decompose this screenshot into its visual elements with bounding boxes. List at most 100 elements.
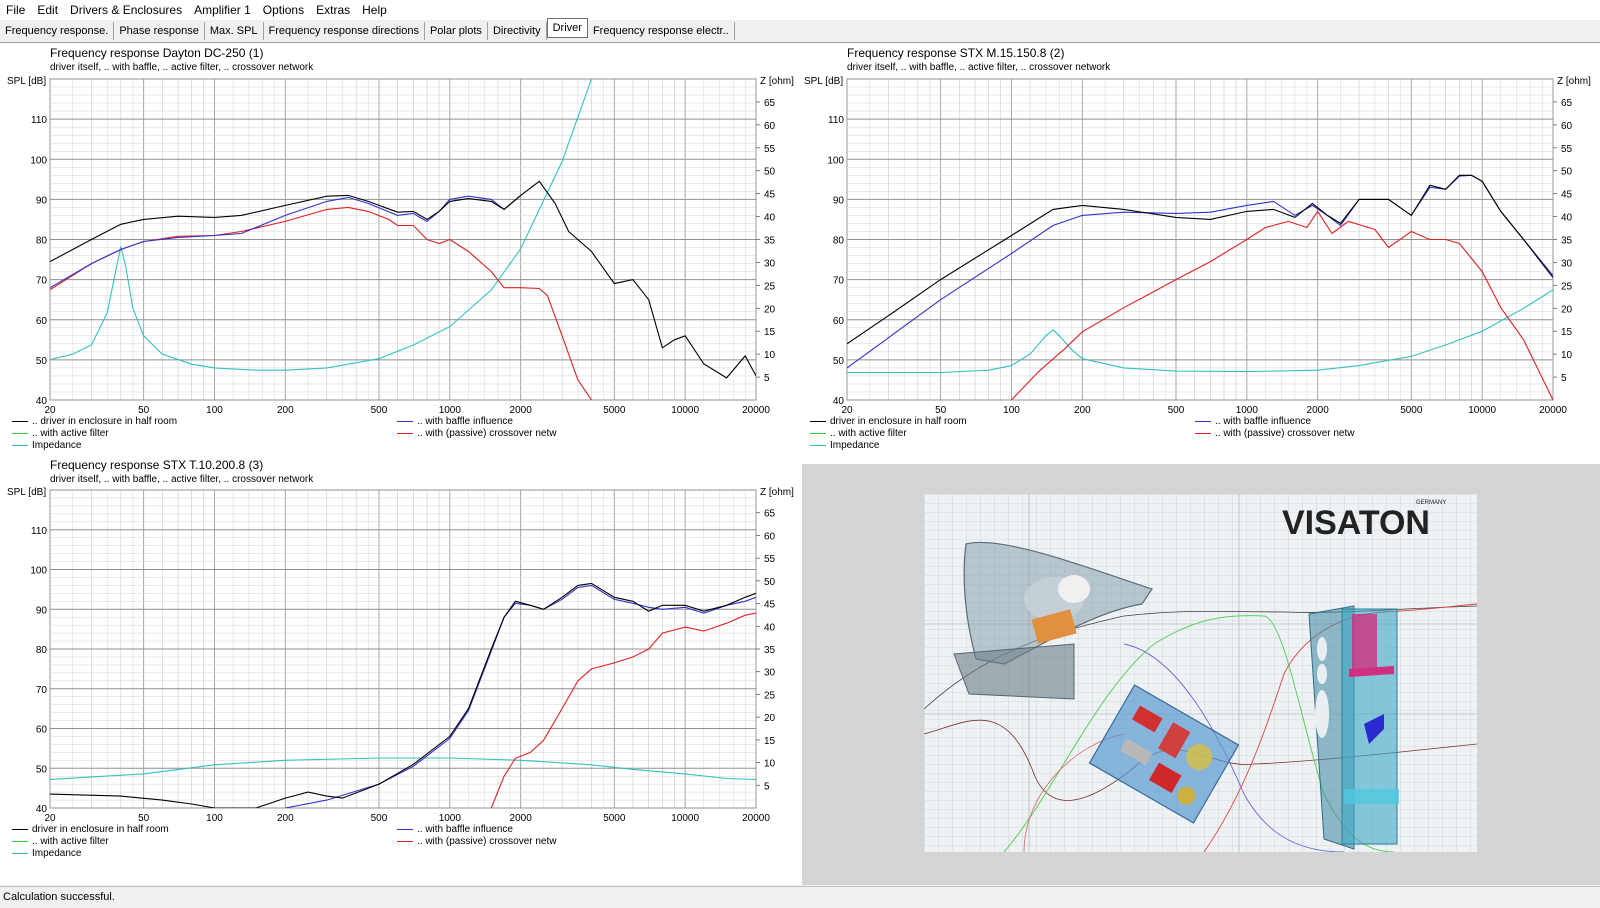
- y2-tick-label: 40: [764, 622, 776, 633]
- y-tick-label: 50: [833, 356, 845, 367]
- menu-item-help[interactable]: Help: [362, 3, 387, 17]
- y2-tick-label: 20: [1561, 304, 1573, 315]
- y2-tick-label: 5: [764, 781, 770, 792]
- legend-swatch: [810, 421, 826, 422]
- y2-tick-label: 10: [1561, 350, 1573, 361]
- y-tick-label: 60: [833, 316, 845, 327]
- x-tick-label: 50: [138, 405, 150, 416]
- y-tick-label: 90: [36, 195, 48, 206]
- legend-label: Impedance: [32, 848, 82, 859]
- tab-polar-plots[interactable]: Polar plots: [425, 22, 488, 40]
- gridlines: [846, 78, 1554, 401]
- y2-tick-label: 25: [764, 281, 776, 292]
- legend-entry: .. with baffle influence: [397, 824, 513, 835]
- legend-entry: .. with baffle influence: [397, 416, 513, 427]
- y2-tick-label: 10: [764, 350, 776, 361]
- y-tick-label: 60: [36, 316, 48, 327]
- tab-max-spl[interactable]: Max. SPL: [205, 22, 264, 40]
- tab-driver[interactable]: Driver: [546, 18, 588, 38]
- chart-subtitle: driver itself, .. with baffle, .. active…: [50, 62, 314, 73]
- y2-tick-label: 45: [764, 190, 776, 201]
- y2-tick-label: 20: [764, 713, 776, 724]
- y2-tick-label: 60: [764, 531, 776, 542]
- x-tick-label: 500: [371, 813, 388, 824]
- y2-tick-label: 40: [1561, 213, 1573, 224]
- x-tick-label: 20: [841, 405, 853, 416]
- y2-tick-label: 5: [764, 373, 770, 384]
- x-tick-label: 100: [206, 813, 223, 824]
- menu-item-extras[interactable]: Extras: [316, 3, 351, 17]
- chart-title: Frequency response Dayton DC-250 (1): [50, 46, 264, 60]
- y-axis-label: SPL [dB]: [7, 76, 47, 87]
- gridlines: [49, 78, 757, 401]
- legend-label: .. with (passive) crossover netw: [417, 836, 557, 847]
- series-driver-in-enclosure-in-half-room: [50, 582, 756, 808]
- x-tick-label: 10000: [1468, 405, 1496, 416]
- tab-frequency-response-electr[interactable]: Frequency response electr..: [588, 22, 735, 40]
- tab-phase-response[interactable]: Phase response: [114, 22, 205, 40]
- x-tick-label: 5000: [1400, 405, 1423, 416]
- series-with-passive-crossover-netw: [50, 206, 592, 400]
- series-with-passive-crossover-netw: [490, 612, 756, 808]
- status-bar: Calculation successful.: [0, 886, 1600, 908]
- x-tick-label: 20000: [742, 405, 770, 416]
- y-tick-label: 70: [36, 276, 48, 287]
- y2-tick-label: 20: [764, 304, 776, 315]
- menu-item-edit[interactable]: Edit: [37, 3, 59, 17]
- y-tick-label: 70: [36, 685, 48, 696]
- y-tick-label: 100: [30, 155, 47, 166]
- y2-tick-label: 50: [1561, 167, 1573, 178]
- chart-subtitle: driver itself, .. with baffle, .. active…: [847, 62, 1111, 73]
- legend-swatch: [12, 445, 28, 446]
- x-tick-label: 2000: [1307, 405, 1330, 416]
- menu-item-amplifier-1[interactable]: Amplifier 1: [194, 3, 251, 17]
- x-tick-label: 10000: [671, 405, 699, 416]
- x-tick-label: 1000: [439, 405, 462, 416]
- y2-tick-label: 10: [764, 759, 776, 770]
- tab-frequency-response[interactable]: Frequency response.: [0, 22, 115, 40]
- x-tick-label: 5000: [603, 813, 626, 824]
- y2-tick-label: 25: [1561, 281, 1573, 292]
- chart-panel-stx-m15: Frequency response STX M.15.150.8 (2) dri…: [784, 43, 1600, 455]
- tab-directivity[interactable]: Directivity: [488, 22, 547, 40]
- tab-frequency-response-directions[interactable]: Frequency response directions: [264, 22, 425, 40]
- legend-swatch: [12, 853, 28, 854]
- y2-tick-label: 45: [764, 600, 776, 611]
- y-tick-label: 80: [36, 645, 48, 656]
- y2-tick-label: 50: [764, 577, 776, 588]
- chart-panel-stx-t10: Frequency response STX T.10.200.8 (3) dri…: [0, 455, 794, 885]
- legend-label: Impedance: [830, 440, 880, 451]
- chart-title: Frequency response STX T.10.200.8 (3): [50, 458, 264, 472]
- menu-item-drivers-enclosures[interactable]: Drivers & Enclosures: [70, 3, 183, 17]
- legend-entry: .. driver in enclosure in half room: [12, 416, 177, 427]
- legend-swatch: [12, 433, 28, 434]
- menu-item-options[interactable]: Options: [262, 3, 305, 17]
- x-tick-label: 500: [371, 405, 388, 416]
- x-tick-label: 50: [935, 405, 947, 416]
- visaton-image-area: VISATON GERMANY: [802, 464, 1600, 885]
- legend-label: .. with active filter: [32, 836, 109, 847]
- chart-subtitle: driver itself, .. with baffle, .. active…: [50, 474, 314, 485]
- y2-axis-label: Z [ohm]: [760, 76, 794, 87]
- legend-swatch: [12, 829, 28, 830]
- legend-swatch: [810, 433, 826, 434]
- legend-entry: Impedance: [12, 440, 81, 451]
- legend-entry: .. with (passive) crossover netw: [397, 836, 557, 847]
- x-tick-label: 20000: [1539, 405, 1567, 416]
- menu-item-file[interactable]: File: [6, 3, 26, 17]
- x-tick-label: 20: [44, 405, 56, 416]
- y2-tick-label: 60: [764, 121, 776, 132]
- enclosure-graphic: [1308, 605, 1399, 850]
- y-tick-label: 40: [36, 396, 48, 407]
- series-with-passive-crossover-netw: [1011, 210, 1553, 400]
- legend-entry: .. with (passive) crossover netw: [397, 428, 557, 439]
- y-tick-label: 90: [833, 195, 845, 206]
- y2-tick-label: 65: [1561, 98, 1573, 109]
- legend-label: .. driver in enclosure in half room: [32, 416, 178, 427]
- x-tick-label: 500: [1168, 405, 1185, 416]
- x-tick-label: 20: [44, 813, 56, 824]
- legend-swatch: [810, 445, 826, 446]
- y2-tick-label: 40: [764, 213, 776, 224]
- x-tick-label: 5000: [603, 405, 626, 416]
- legend-swatch: [1195, 433, 1211, 434]
